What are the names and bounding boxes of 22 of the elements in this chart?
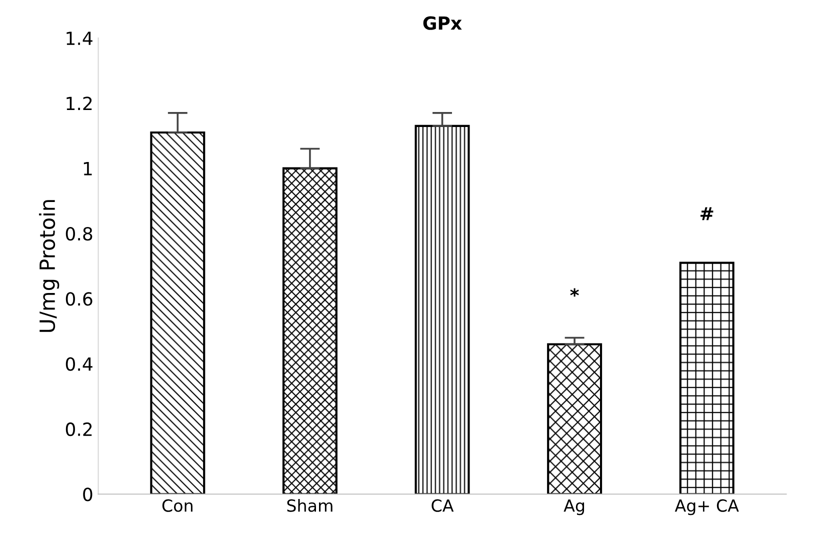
- annotation: *: [570, 288, 579, 297]
- y-tick-label: 0.2: [66, 422, 92, 436]
- bar: [414, 124, 470, 494]
- y-tick-label: 0: [83, 488, 92, 502]
- y-tick-label: 0.8: [66, 226, 92, 241]
- x-tick-label: CA: [432, 499, 454, 512]
- bar: [150, 131, 206, 494]
- bar: [679, 262, 734, 494]
- y-axis-title: U/mg Protoin: [38, 200, 60, 332]
- x-tick-label: Con: [162, 499, 192, 512]
- y-tick-label: 1.4: [66, 32, 92, 45]
- x-tick-label: Ag+ CA: [674, 499, 739, 516]
- chart-title: GPx: [423, 16, 462, 30]
- x-tick-label: Ag: [564, 500, 584, 516]
- y-tick-label: 1.2: [66, 96, 92, 110]
- annotation: #: [700, 207, 714, 220]
- bar: [547, 343, 602, 494]
- y-tick-label: 0.4: [66, 357, 92, 371]
- y-tick-label: 0.6: [66, 292, 92, 306]
- y-tick-label: 1: [84, 162, 92, 176]
- x-tick-label: Sham: [287, 498, 332, 512]
- bar: [282, 167, 338, 494]
